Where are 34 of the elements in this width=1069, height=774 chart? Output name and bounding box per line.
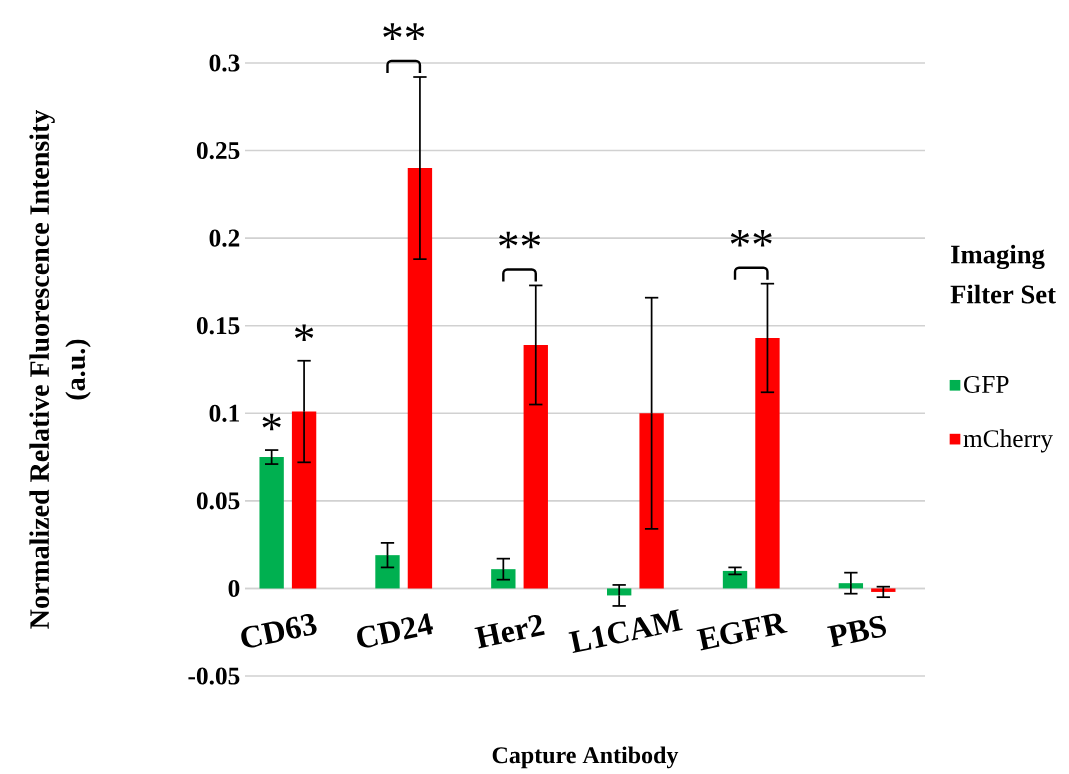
y-tick-label: 0.05 xyxy=(196,492,240,510)
bar xyxy=(523,344,548,589)
text: ** xyxy=(383,23,425,40)
bar xyxy=(375,555,400,589)
x-tick-label: Her2 xyxy=(474,614,545,649)
x-tick-label: CD24 xyxy=(357,613,434,648)
bar xyxy=(871,588,896,592)
y-tick-label: 0.1 xyxy=(209,404,239,422)
annotation: ** xyxy=(499,231,541,249)
x-tick-label: EGFR xyxy=(696,613,788,651)
y-axis-title: Normalized Relative Fluorescence Intensity (a.u.) xyxy=(29,109,91,629)
bar xyxy=(491,569,516,589)
legend-title: Imaging Filter Set xyxy=(950,244,1056,304)
y-tick-label: -0.05 xyxy=(188,667,240,685)
y-tick-label: 0 xyxy=(228,579,240,597)
bar xyxy=(722,570,748,589)
x-tick-label: L1CAM xyxy=(568,609,683,654)
y-tick-label: 0.2 xyxy=(209,229,240,247)
x-axis-title: Capture Antibody xyxy=(492,746,679,769)
y-tick-label: 0.3 xyxy=(209,54,240,72)
x-tick-label: PBS xyxy=(827,615,886,648)
legend-label: GFP xyxy=(964,375,1009,393)
annotation: * xyxy=(262,413,281,431)
y-tick-label: 0.25 xyxy=(196,141,240,160)
annotation: ** xyxy=(730,229,772,247)
y-tick-label: 0.15 xyxy=(196,317,240,335)
bar xyxy=(259,457,284,589)
bar xyxy=(291,411,317,589)
legend-label: mCherry xyxy=(963,429,1053,453)
bar xyxy=(606,588,632,596)
annotation: * xyxy=(294,324,314,341)
x-tick-label: CD63 xyxy=(241,614,317,648)
bar xyxy=(755,337,780,589)
bar xyxy=(407,168,433,589)
